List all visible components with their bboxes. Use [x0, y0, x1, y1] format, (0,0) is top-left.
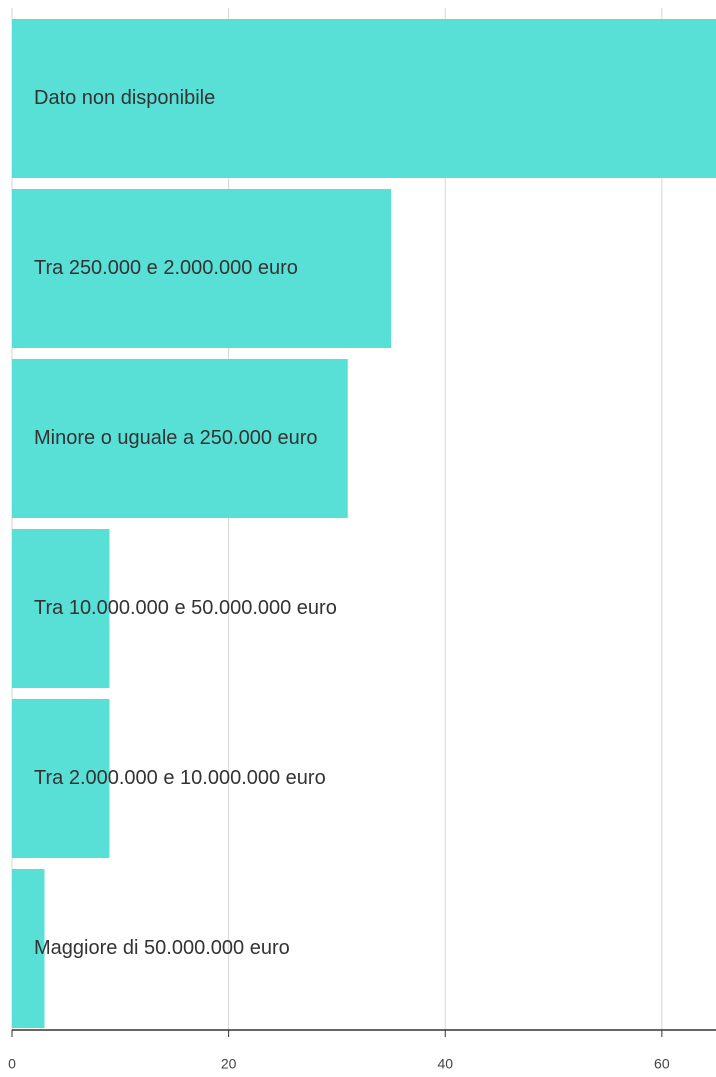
bar — [12, 699, 110, 858]
bar — [12, 359, 348, 518]
category-label: Maggiore di 50.000.000 euro — [34, 937, 290, 959]
category-label: Tra 10.000.000 e 50.000.000 euro — [34, 597, 337, 619]
category-label: Minore o uguale a 250.000 euro — [34, 427, 318, 449]
bar — [12, 189, 392, 348]
x-tick-label: 60 — [654, 1056, 670, 1072]
bar — [12, 19, 716, 178]
category-label: Tra 250.000 e 2.000.000 euro — [34, 257, 298, 279]
category-label: Tra 2.000.000 e 10.000.000 euro — [34, 767, 326, 789]
x-tick-label: 40 — [437, 1056, 453, 1072]
bar — [12, 529, 110, 688]
x-tick-label: 20 — [221, 1056, 237, 1072]
category-label: Dato non disponibile — [34, 87, 215, 109]
x-tick-label: 0 — [8, 1056, 16, 1072]
bar — [12, 869, 45, 1028]
